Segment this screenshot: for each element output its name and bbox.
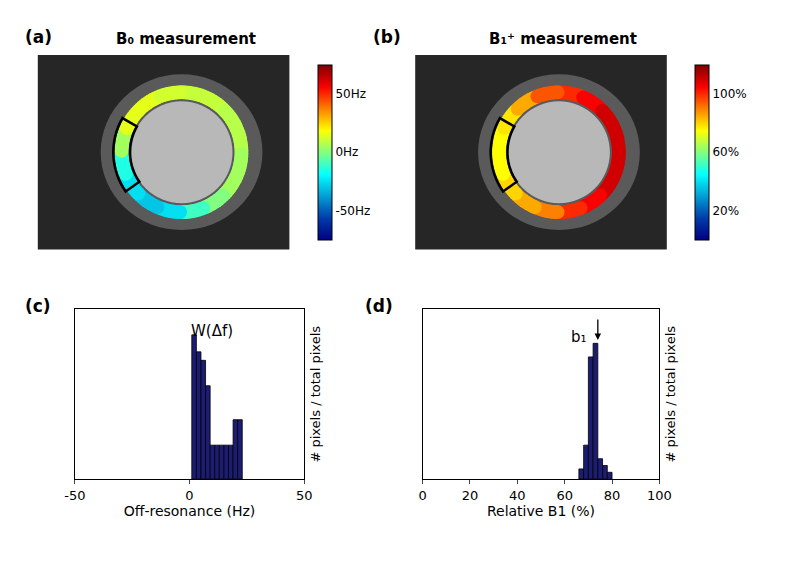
svg-text:100%: 100%	[712, 87, 746, 101]
svg-text:B₀ measurement: B₀ measurement	[116, 30, 256, 48]
svg-text:(c): (c)	[25, 296, 51, 316]
svg-text:50Hz: 50Hz	[335, 87, 366, 101]
svg-text:# pixels / total pixels: # pixels / total pixels	[663, 326, 678, 463]
svg-text:(d): (d)	[365, 296, 393, 316]
svg-text:# pixels / total pixels: # pixels / total pixels	[308, 326, 323, 463]
svg-text:20: 20	[462, 488, 479, 503]
svg-text:b₁: b₁	[571, 328, 587, 346]
svg-text:(a): (a)	[25, 27, 52, 47]
svg-text:Off-resonance (Hz): Off-resonance (Hz)	[124, 503, 256, 519]
svg-text:W(Δf): W(Δf)	[191, 322, 233, 340]
svg-text:50: 50	[296, 488, 313, 503]
svg-text:0Hz: 0Hz	[335, 145, 358, 159]
svg-text:20%: 20%	[712, 204, 739, 218]
svg-text:0: 0	[418, 488, 426, 503]
svg-text:100: 100	[647, 488, 672, 503]
svg-text:(b): (b)	[373, 27, 401, 47]
svg-text:0: 0	[185, 488, 193, 503]
svg-text:80: 80	[604, 488, 621, 503]
svg-text:60: 60	[556, 488, 573, 503]
svg-text:B₁⁺ measurement: B₁⁺ measurement	[489, 30, 637, 48]
svg-text:40: 40	[509, 488, 526, 503]
svg-text:60%: 60%	[712, 145, 739, 159]
svg-text:-50Hz: -50Hz	[335, 204, 370, 218]
svg-text:-50: -50	[64, 488, 85, 503]
svg-text:Relative B1 (%): Relative B1 (%)	[487, 503, 595, 519]
